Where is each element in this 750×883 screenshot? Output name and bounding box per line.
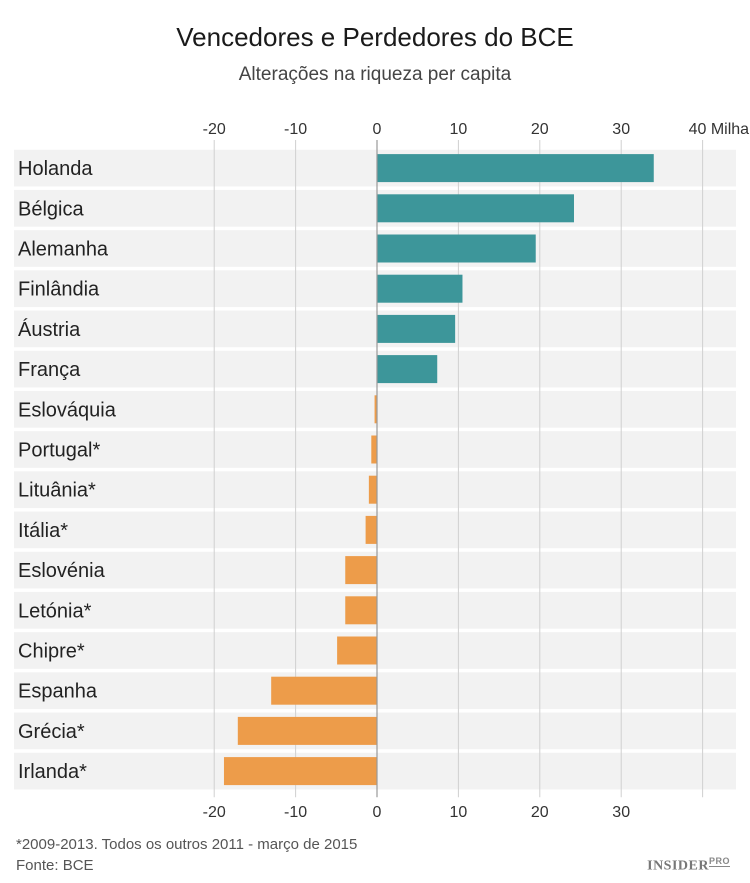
row-band [14, 350, 736, 388]
row-band [14, 189, 736, 227]
bar [223, 757, 377, 786]
category-label: Alemanha [18, 239, 109, 261]
row-band [14, 270, 736, 308]
category-label: Grécia* [18, 721, 85, 743]
tick-label-bottom: -10 [284, 804, 307, 821]
bar [377, 274, 463, 303]
category-label: Irlanda* [18, 761, 87, 783]
row-band [14, 310, 736, 348]
category-label: Chipre* [18, 641, 85, 663]
category-label: Portugal* [18, 440, 100, 462]
bar [377, 355, 438, 384]
bar [371, 435, 377, 464]
bar [368, 475, 377, 504]
tick-label: 10 [450, 121, 468, 138]
source-note: Fonte: BCE [16, 857, 94, 874]
tick-label-bottom: 20 [531, 804, 549, 821]
category-label: Itália* [18, 520, 68, 542]
tick-label-bottom: 0 [373, 804, 382, 821]
category-label: Eslovénia [18, 560, 106, 582]
category-label: Bélgica [18, 198, 84, 220]
tick-label-bottom: 10 [450, 804, 468, 821]
bar [377, 234, 536, 263]
row-band [14, 230, 736, 267]
bar [337, 636, 377, 665]
bar-chart: Holanda Bélgica Alemanha Finlândia Áustria Fr… [14, 121, 750, 821]
bar [377, 314, 456, 343]
bar [377, 154, 654, 183]
category-label: Holanda [18, 158, 93, 180]
bar [271, 676, 377, 705]
tick-label-bottom: 30 [612, 804, 630, 821]
insider-pro-logo: INSIDERPRO [647, 856, 730, 875]
tick-label: -10 [284, 121, 307, 138]
chart-subtitle: Alterações na riqueza per capita [238, 64, 512, 85]
tick-label: 20 [531, 121, 549, 138]
tick-label-bottom: -20 [203, 804, 226, 821]
tick-label: -20 [203, 121, 226, 138]
chart-title: Vencedores e Perdedores do BCE [176, 22, 574, 52]
category-label: Eslováquia [18, 399, 117, 421]
logo-badge: PRO [708, 856, 730, 867]
footnote: *2009-2013. Todos os outros 2011 - março… [16, 836, 358, 853]
bar [237, 716, 377, 745]
tick-label: 30 [612, 121, 630, 138]
bar [345, 556, 377, 585]
bar [374, 395, 377, 424]
bar [365, 515, 377, 544]
category-label: Finlândia [18, 279, 100, 301]
logo-text: INSIDER [647, 858, 709, 874]
category-label: Espanha [18, 681, 98, 703]
bar [345, 596, 377, 625]
tick-label: 40 Milhares [689, 121, 750, 138]
tick-label: 0 [373, 121, 382, 138]
category-label: Lituânia* [18, 480, 96, 502]
bar [377, 194, 574, 223]
category-label: Áustria [18, 318, 81, 341]
category-label: França [18, 359, 81, 381]
category-label: Letónia* [18, 600, 92, 622]
